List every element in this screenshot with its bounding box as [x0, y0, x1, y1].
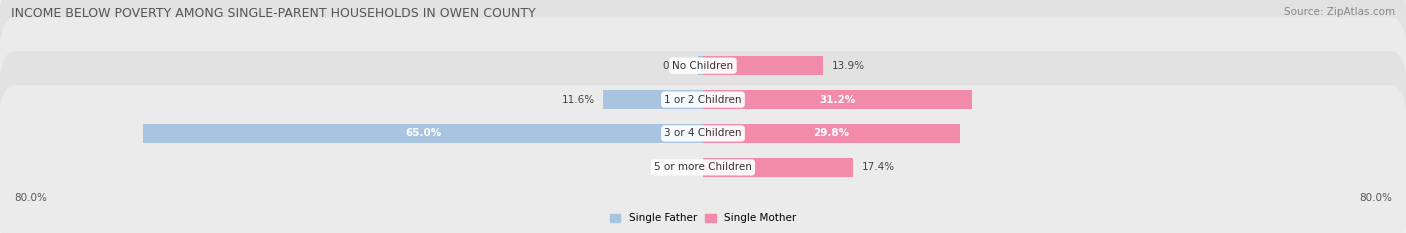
Text: INCOME BELOW POVERTY AMONG SINGLE-PARENT HOUSEHOLDS IN OWEN COUNTY: INCOME BELOW POVERTY AMONG SINGLE-PARENT…: [11, 7, 536, 20]
Text: 29.8%: 29.8%: [813, 128, 849, 138]
Text: 0.0%: 0.0%: [668, 162, 695, 172]
Text: 0.6%: 0.6%: [662, 61, 689, 71]
Text: 17.4%: 17.4%: [862, 162, 894, 172]
FancyBboxPatch shape: [0, 0, 1406, 148]
Legend: Single Father, Single Mother: Single Father, Single Mother: [606, 209, 800, 228]
Text: 31.2%: 31.2%: [820, 95, 855, 105]
Bar: [603, 90, 703, 109]
Text: Source: ZipAtlas.com: Source: ZipAtlas.com: [1284, 7, 1395, 17]
Text: 1 or 2 Children: 1 or 2 Children: [664, 95, 742, 105]
Bar: [703, 90, 972, 109]
Bar: [703, 56, 823, 75]
Text: 11.6%: 11.6%: [561, 95, 595, 105]
Bar: [703, 124, 960, 143]
Text: 80.0%: 80.0%: [14, 193, 46, 203]
FancyBboxPatch shape: [0, 51, 1406, 216]
Text: 5 or more Children: 5 or more Children: [654, 162, 752, 172]
Bar: [703, 158, 853, 177]
Text: No Children: No Children: [672, 61, 734, 71]
FancyBboxPatch shape: [0, 17, 1406, 182]
Bar: [143, 124, 703, 143]
Text: 65.0%: 65.0%: [405, 128, 441, 138]
Text: 13.9%: 13.9%: [831, 61, 865, 71]
Text: 80.0%: 80.0%: [1360, 193, 1392, 203]
Text: 3 or 4 Children: 3 or 4 Children: [664, 128, 742, 138]
FancyBboxPatch shape: [0, 85, 1406, 233]
Bar: [697, 56, 703, 75]
